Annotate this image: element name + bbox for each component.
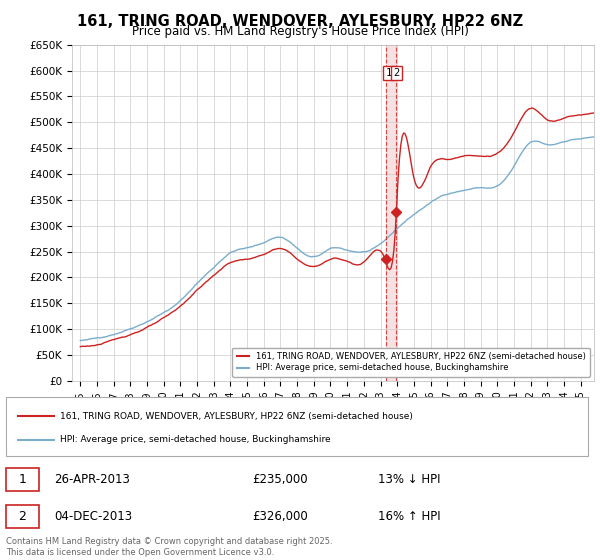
Bar — [386, 45, 396, 381]
Text: 161, TRING ROAD, WENDOVER, AYLESBURY, HP22 6NZ: 161, TRING ROAD, WENDOVER, AYLESBURY, HP… — [77, 14, 523, 29]
Text: 16% ↑ HPI: 16% ↑ HPI — [378, 510, 440, 523]
Text: 1: 1 — [18, 473, 26, 486]
Text: 1: 1 — [385, 68, 391, 78]
Text: 13% ↓ HPI: 13% ↓ HPI — [378, 473, 440, 486]
Text: 2: 2 — [18, 510, 26, 523]
Text: Contains HM Land Registry data © Crown copyright and database right 2025.
This d: Contains HM Land Registry data © Crown c… — [6, 537, 332, 557]
Bar — [6, 397, 588, 456]
Text: 2: 2 — [394, 68, 400, 78]
Text: Price paid vs. HM Land Registry's House Price Index (HPI): Price paid vs. HM Land Registry's House … — [131, 25, 469, 38]
Text: 26-APR-2013: 26-APR-2013 — [54, 473, 130, 486]
Bar — [6, 468, 39, 491]
Text: HPI: Average price, semi-detached house, Buckinghamshire: HPI: Average price, semi-detached house,… — [60, 435, 331, 445]
Bar — [6, 505, 39, 528]
Text: £235,000: £235,000 — [252, 473, 308, 486]
Text: 161, TRING ROAD, WENDOVER, AYLESBURY, HP22 6NZ (semi-detached house): 161, TRING ROAD, WENDOVER, AYLESBURY, HP… — [60, 412, 413, 421]
Text: £326,000: £326,000 — [252, 510, 308, 523]
Legend: 161, TRING ROAD, WENDOVER, AYLESBURY, HP22 6NZ (semi-detached house), HPI: Avera: 161, TRING ROAD, WENDOVER, AYLESBURY, HP… — [232, 348, 590, 377]
Text: 04-DEC-2013: 04-DEC-2013 — [54, 510, 132, 523]
